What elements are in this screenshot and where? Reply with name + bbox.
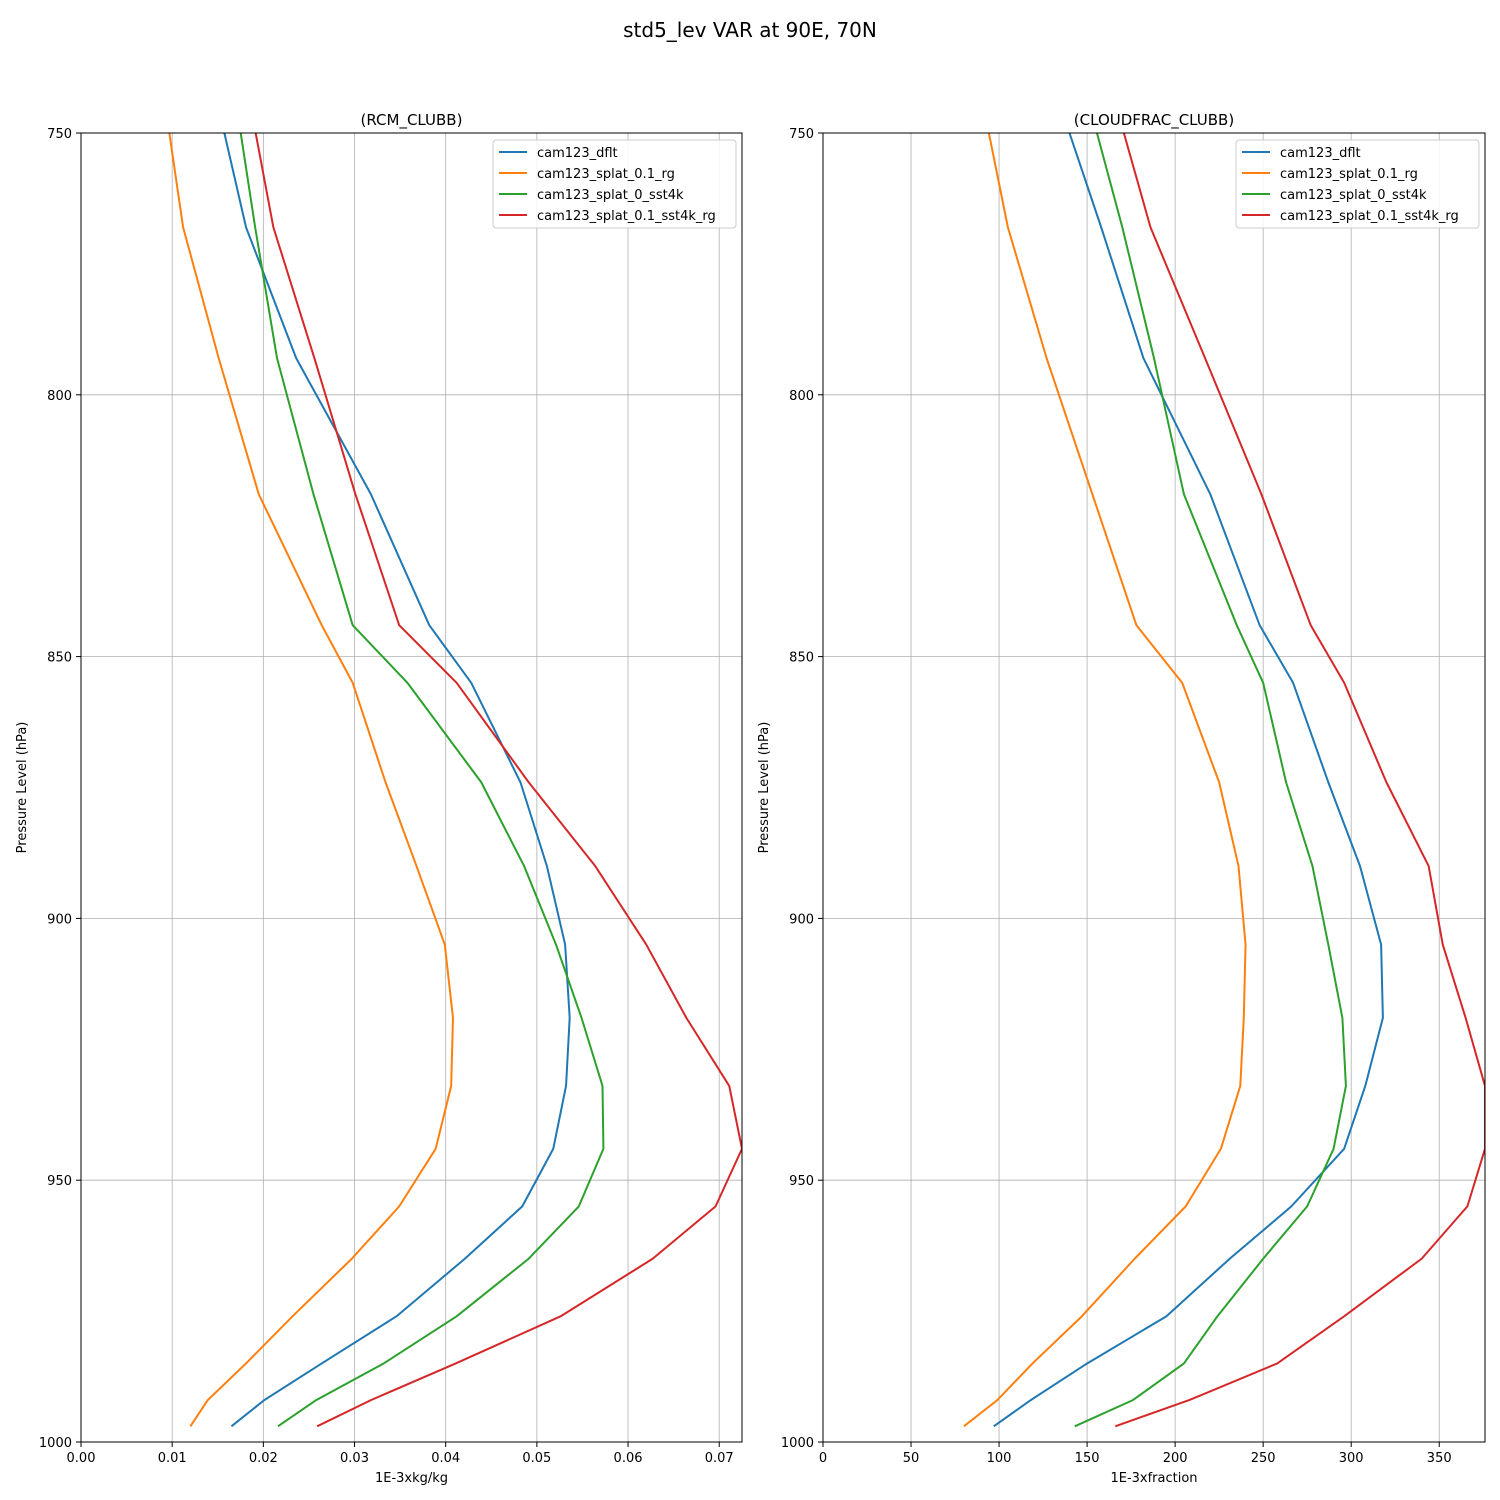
series-line-2 (963, 133, 1247, 1428)
x-tick-label: 0.02 (249, 1451, 278, 1466)
chart-title: (RCM_CLUBB) (361, 111, 463, 130)
series-line-4 (254, 133, 742, 1428)
x-tick-label: 0 (819, 1451, 827, 1466)
chart-panels: 0.00 0.01 0.02 0.03 0.04 0.05 0.06 0.07 750 800 85… (15, 111, 1486, 1486)
x-tick-label: 0.05 (522, 1451, 551, 1466)
x-tick-label: 250 (1251, 1451, 1276, 1466)
x-tick-label: 350 (1427, 1451, 1452, 1466)
series-line-3 (239, 133, 605, 1428)
y-tick-label: 850 (789, 651, 814, 666)
y-tick-label: 900 (789, 912, 814, 927)
legend-label: cam123_splat_0.1_sst4k_rg (1280, 209, 1459, 224)
x-tick-label: 100 (987, 1451, 1012, 1466)
chart-panel-1: 0.00 0.01 0.02 0.03 0.04 0.05 0.06 0.07 750 800 85… (15, 111, 743, 1486)
legend-label: cam123_splat_0.1_rg (537, 167, 675, 182)
y-axis-label: Pressure Level (hPa) (757, 722, 772, 854)
legend: cam123_dflt cam123_splat_0.1_rg cam123_spl… (1235, 139, 1480, 229)
legend-label: cam123_splat_0_sst4k (1280, 188, 1427, 203)
y-tick-label: 950 (789, 1174, 814, 1189)
y-tick-label: 800 (47, 389, 72, 404)
x-tick-label: 0.03 (340, 1451, 369, 1466)
legend-box (1235, 139, 1480, 229)
y-tick-label: 850 (47, 651, 72, 666)
x-axis-label: 1E-3xfraction (1110, 1471, 1197, 1486)
x-tick-label: 0.07 (705, 1451, 734, 1466)
chart-title: (CLOUDFRAC_CLUBB) (1074, 111, 1234, 130)
x-axis-label: 1E-3xkg/kg (375, 1471, 448, 1486)
legend-label: cam123_splat_0.1_sst4k_rg (537, 209, 716, 224)
series-line-1 (993, 133, 1384, 1428)
x-tick-label: 300 (1339, 1451, 1364, 1466)
legend-label: cam123_dflt (1280, 146, 1361, 161)
chart-panel-2: 0 50 100 150 200 250 300 350 750 800 850 900 950 1000… (757, 111, 1486, 1486)
series-line-4 (1114, 133, 1485, 1428)
series-line-3 (1074, 133, 1347, 1428)
x-tick-label: 150 (1075, 1451, 1100, 1466)
y-tick-label: 900 (47, 912, 72, 927)
axes-frame (80, 132, 743, 1443)
legend-box (492, 139, 737, 229)
x-tick-label: 200 (1163, 1451, 1188, 1466)
x-tick-label: 0.06 (614, 1451, 643, 1466)
legend-label: cam123_splat_0.1_rg (1280, 167, 1418, 182)
x-tick-label: 0.04 (431, 1451, 460, 1466)
y-tick-label: 1000 (781, 1436, 814, 1451)
x-tick-label: 0.00 (67, 1451, 96, 1466)
x-tick-label: 50 (903, 1451, 920, 1466)
series-line-2 (168, 133, 454, 1427)
y-tick-label: 750 (789, 127, 814, 142)
y-tick-label: 800 (789, 389, 814, 404)
legend: cam123_dflt cam123_splat_0.1_rg cam123_spl… (492, 139, 737, 229)
axes-frame (822, 132, 1486, 1443)
y-tick-label: 750 (47, 127, 72, 142)
legend-label: cam123_dflt (537, 146, 618, 161)
y-tick-label: 950 (47, 1174, 72, 1189)
y-axis-label: Pressure Level (hPa) (15, 722, 30, 854)
x-tick-label: 0.01 (158, 1451, 187, 1466)
legend-label: cam123_splat_0_sst4k (537, 188, 684, 203)
y-tick-label: 1000 (39, 1436, 72, 1451)
series-line-1 (223, 133, 571, 1428)
figure-title: std5_lev VAR at 90E, 70N (623, 18, 877, 42)
